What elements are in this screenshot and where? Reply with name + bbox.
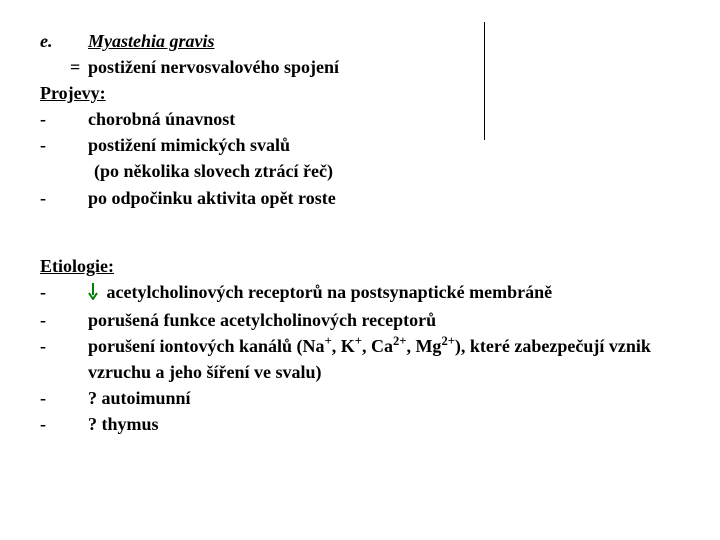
projevy-row: Projevy: bbox=[40, 80, 680, 106]
etio-item: - acetylcholinových receptorů na postsyn… bbox=[40, 279, 680, 307]
paren-row: (po několika slovech ztrácí řeč) bbox=[40, 158, 680, 184]
definition-text: postižení nervosvalového spojení bbox=[88, 54, 680, 80]
projevy-label: Projevy: bbox=[40, 80, 106, 106]
title-text: Myastehia gravis bbox=[88, 28, 680, 54]
etio-text: porušená funkce acetylcholinových recept… bbox=[88, 307, 680, 333]
bullet-marker: - bbox=[40, 106, 88, 132]
paren-text: (po několika slovech ztrácí řeč) bbox=[88, 158, 680, 184]
bullet-row: - po odpočinku aktivita opět roste bbox=[40, 185, 680, 211]
bullet-marker: - bbox=[40, 279, 88, 307]
etio-item: - ? thymus bbox=[40, 411, 680, 437]
etio-text: acetylcholinových receptorů na postsynap… bbox=[88, 279, 680, 307]
title-row: e. Myastehia gravis bbox=[40, 28, 680, 54]
etio-item: - porušená funkce acetylcholinových rece… bbox=[40, 307, 680, 333]
etio-item: - ? autoimunní bbox=[40, 385, 680, 411]
etio-item: - porušení iontových kanálů (Na+, K+, Ca… bbox=[40, 333, 680, 385]
etiologie-label: Etiologie: bbox=[40, 253, 114, 279]
bullet-marker: - bbox=[40, 411, 88, 437]
list-letter: e. bbox=[40, 28, 88, 54]
definition-marker: = bbox=[40, 54, 88, 80]
etio-text: ? thymus bbox=[88, 411, 680, 437]
etio-text: ? autoimunní bbox=[88, 385, 680, 411]
bullet-row: - postižení mimických svalů bbox=[40, 132, 680, 158]
section-gap bbox=[40, 211, 680, 253]
bullet-marker: - bbox=[40, 333, 88, 385]
etiologie-row: Etiologie: bbox=[40, 253, 680, 279]
bullet-text: po odpočinku aktivita opět roste bbox=[88, 185, 680, 211]
bullet-marker: - bbox=[40, 185, 88, 211]
bullet-text: postižení mimických svalů bbox=[88, 132, 680, 158]
slide-page: e. Myastehia gravis = postižení nervosva… bbox=[0, 0, 720, 540]
vertical-divider bbox=[484, 22, 485, 140]
bullet-marker: - bbox=[40, 132, 88, 158]
definition-row: = postižení nervosvalového spojení bbox=[40, 54, 680, 80]
empty-marker bbox=[40, 158, 88, 184]
bullet-marker: - bbox=[40, 307, 88, 333]
definition-marker-text: = bbox=[70, 57, 80, 77]
bullet-row: - chorobná únavnost bbox=[40, 106, 680, 132]
down-arrow-icon bbox=[88, 281, 98, 307]
etio-text-span: acetylcholinových receptorů na postsynap… bbox=[107, 282, 553, 302]
etio-text-html: porušení iontových kanálů (Na+, K+, Ca2+… bbox=[88, 333, 680, 385]
bullet-text: chorobná únavnost bbox=[88, 106, 680, 132]
bullet-marker: - bbox=[40, 385, 88, 411]
